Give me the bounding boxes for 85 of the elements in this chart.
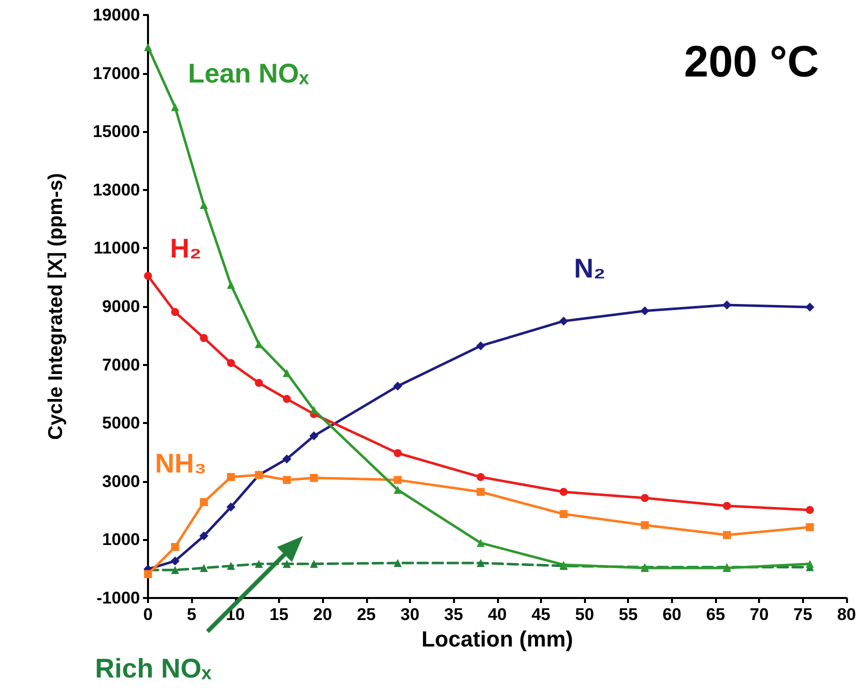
point <box>282 368 291 377</box>
y-tick-label: 7000 <box>102 355 140 374</box>
series-label: Lean NOₓ <box>188 58 310 88</box>
point <box>226 473 235 482</box>
point <box>226 502 236 512</box>
text: Rich NOₓ <box>95 654 212 684</box>
point <box>200 498 208 506</box>
x-tick-label: 65 <box>706 605 726 624</box>
y-tick-label: 1000 <box>102 530 140 550</box>
point <box>559 316 568 326</box>
x-tick-label: 15 <box>270 605 288 624</box>
x-tick-label: 5 <box>186 605 196 624</box>
x-tick-label: 30 <box>400 605 420 624</box>
y-tick-label: 9000 <box>102 297 140 316</box>
point <box>254 560 263 568</box>
point <box>476 473 485 482</box>
x-tick-label: 55 <box>618 605 638 624</box>
x-tick-label: 60 <box>662 605 682 624</box>
y-tick-label: 17000 <box>92 64 140 83</box>
point <box>394 559 402 568</box>
x-axis-title: Location (mm) <box>421 626 574 652</box>
point <box>476 538 485 547</box>
point <box>476 341 486 350</box>
point <box>200 201 208 210</box>
y-tick-label: 3000 <box>102 472 140 491</box>
point <box>226 562 235 570</box>
point <box>226 359 235 368</box>
point <box>806 560 814 568</box>
y-tick-label: 19000 <box>92 6 140 24</box>
point <box>476 488 485 496</box>
point <box>144 570 152 578</box>
point <box>171 566 180 574</box>
y-tick-label: -1000 <box>96 588 140 608</box>
point <box>282 454 292 464</box>
annotation: 200 °C <box>684 38 820 86</box>
point <box>282 560 291 568</box>
point <box>806 523 814 532</box>
point <box>805 302 814 312</box>
x-tick-label: 80 <box>837 605 856 624</box>
point <box>144 272 152 280</box>
point <box>560 488 568 496</box>
y-tick-label: 15000 <box>92 122 140 142</box>
point <box>144 43 152 52</box>
y-tick-label: 5000 <box>102 414 140 433</box>
series-label: NH₃ <box>155 448 206 478</box>
y-tick-label: 13000 <box>92 180 140 200</box>
point <box>171 103 180 112</box>
point <box>309 431 318 440</box>
point <box>170 556 180 566</box>
x-tick-label: 25 <box>356 605 376 624</box>
point <box>226 280 235 289</box>
point <box>476 559 485 568</box>
point <box>722 502 731 510</box>
point <box>199 531 208 540</box>
point <box>200 334 208 342</box>
point <box>282 476 291 484</box>
point <box>640 494 649 502</box>
point <box>560 510 568 518</box>
x-tick-label: 70 <box>750 605 769 624</box>
y-tick-label: 11000 <box>94 238 140 258</box>
x-tick-label: 75 <box>793 605 812 624</box>
point <box>200 564 208 572</box>
point <box>394 486 402 494</box>
point <box>310 560 318 568</box>
series-label: H₂ <box>170 234 202 264</box>
point <box>254 378 263 387</box>
point <box>171 542 180 551</box>
x-tick-label: 0 <box>143 605 153 624</box>
point <box>394 449 402 458</box>
x-tick-label: 40 <box>488 605 507 624</box>
x-tick-label: 35 <box>444 605 464 624</box>
point <box>806 506 814 514</box>
x-tick-label: 20 <box>313 605 332 624</box>
x-tick-label: 50 <box>575 605 594 624</box>
point <box>282 394 291 403</box>
y-axis-title: Cycle Integrated [X] (ppm-s) <box>45 173 67 440</box>
point <box>640 306 650 316</box>
point <box>640 521 649 530</box>
point <box>310 474 318 482</box>
point <box>722 531 731 540</box>
series-label: N₂ <box>574 254 606 284</box>
point <box>393 382 402 391</box>
point <box>394 476 402 484</box>
point <box>171 308 180 316</box>
x-tick-label: 45 <box>531 605 550 624</box>
